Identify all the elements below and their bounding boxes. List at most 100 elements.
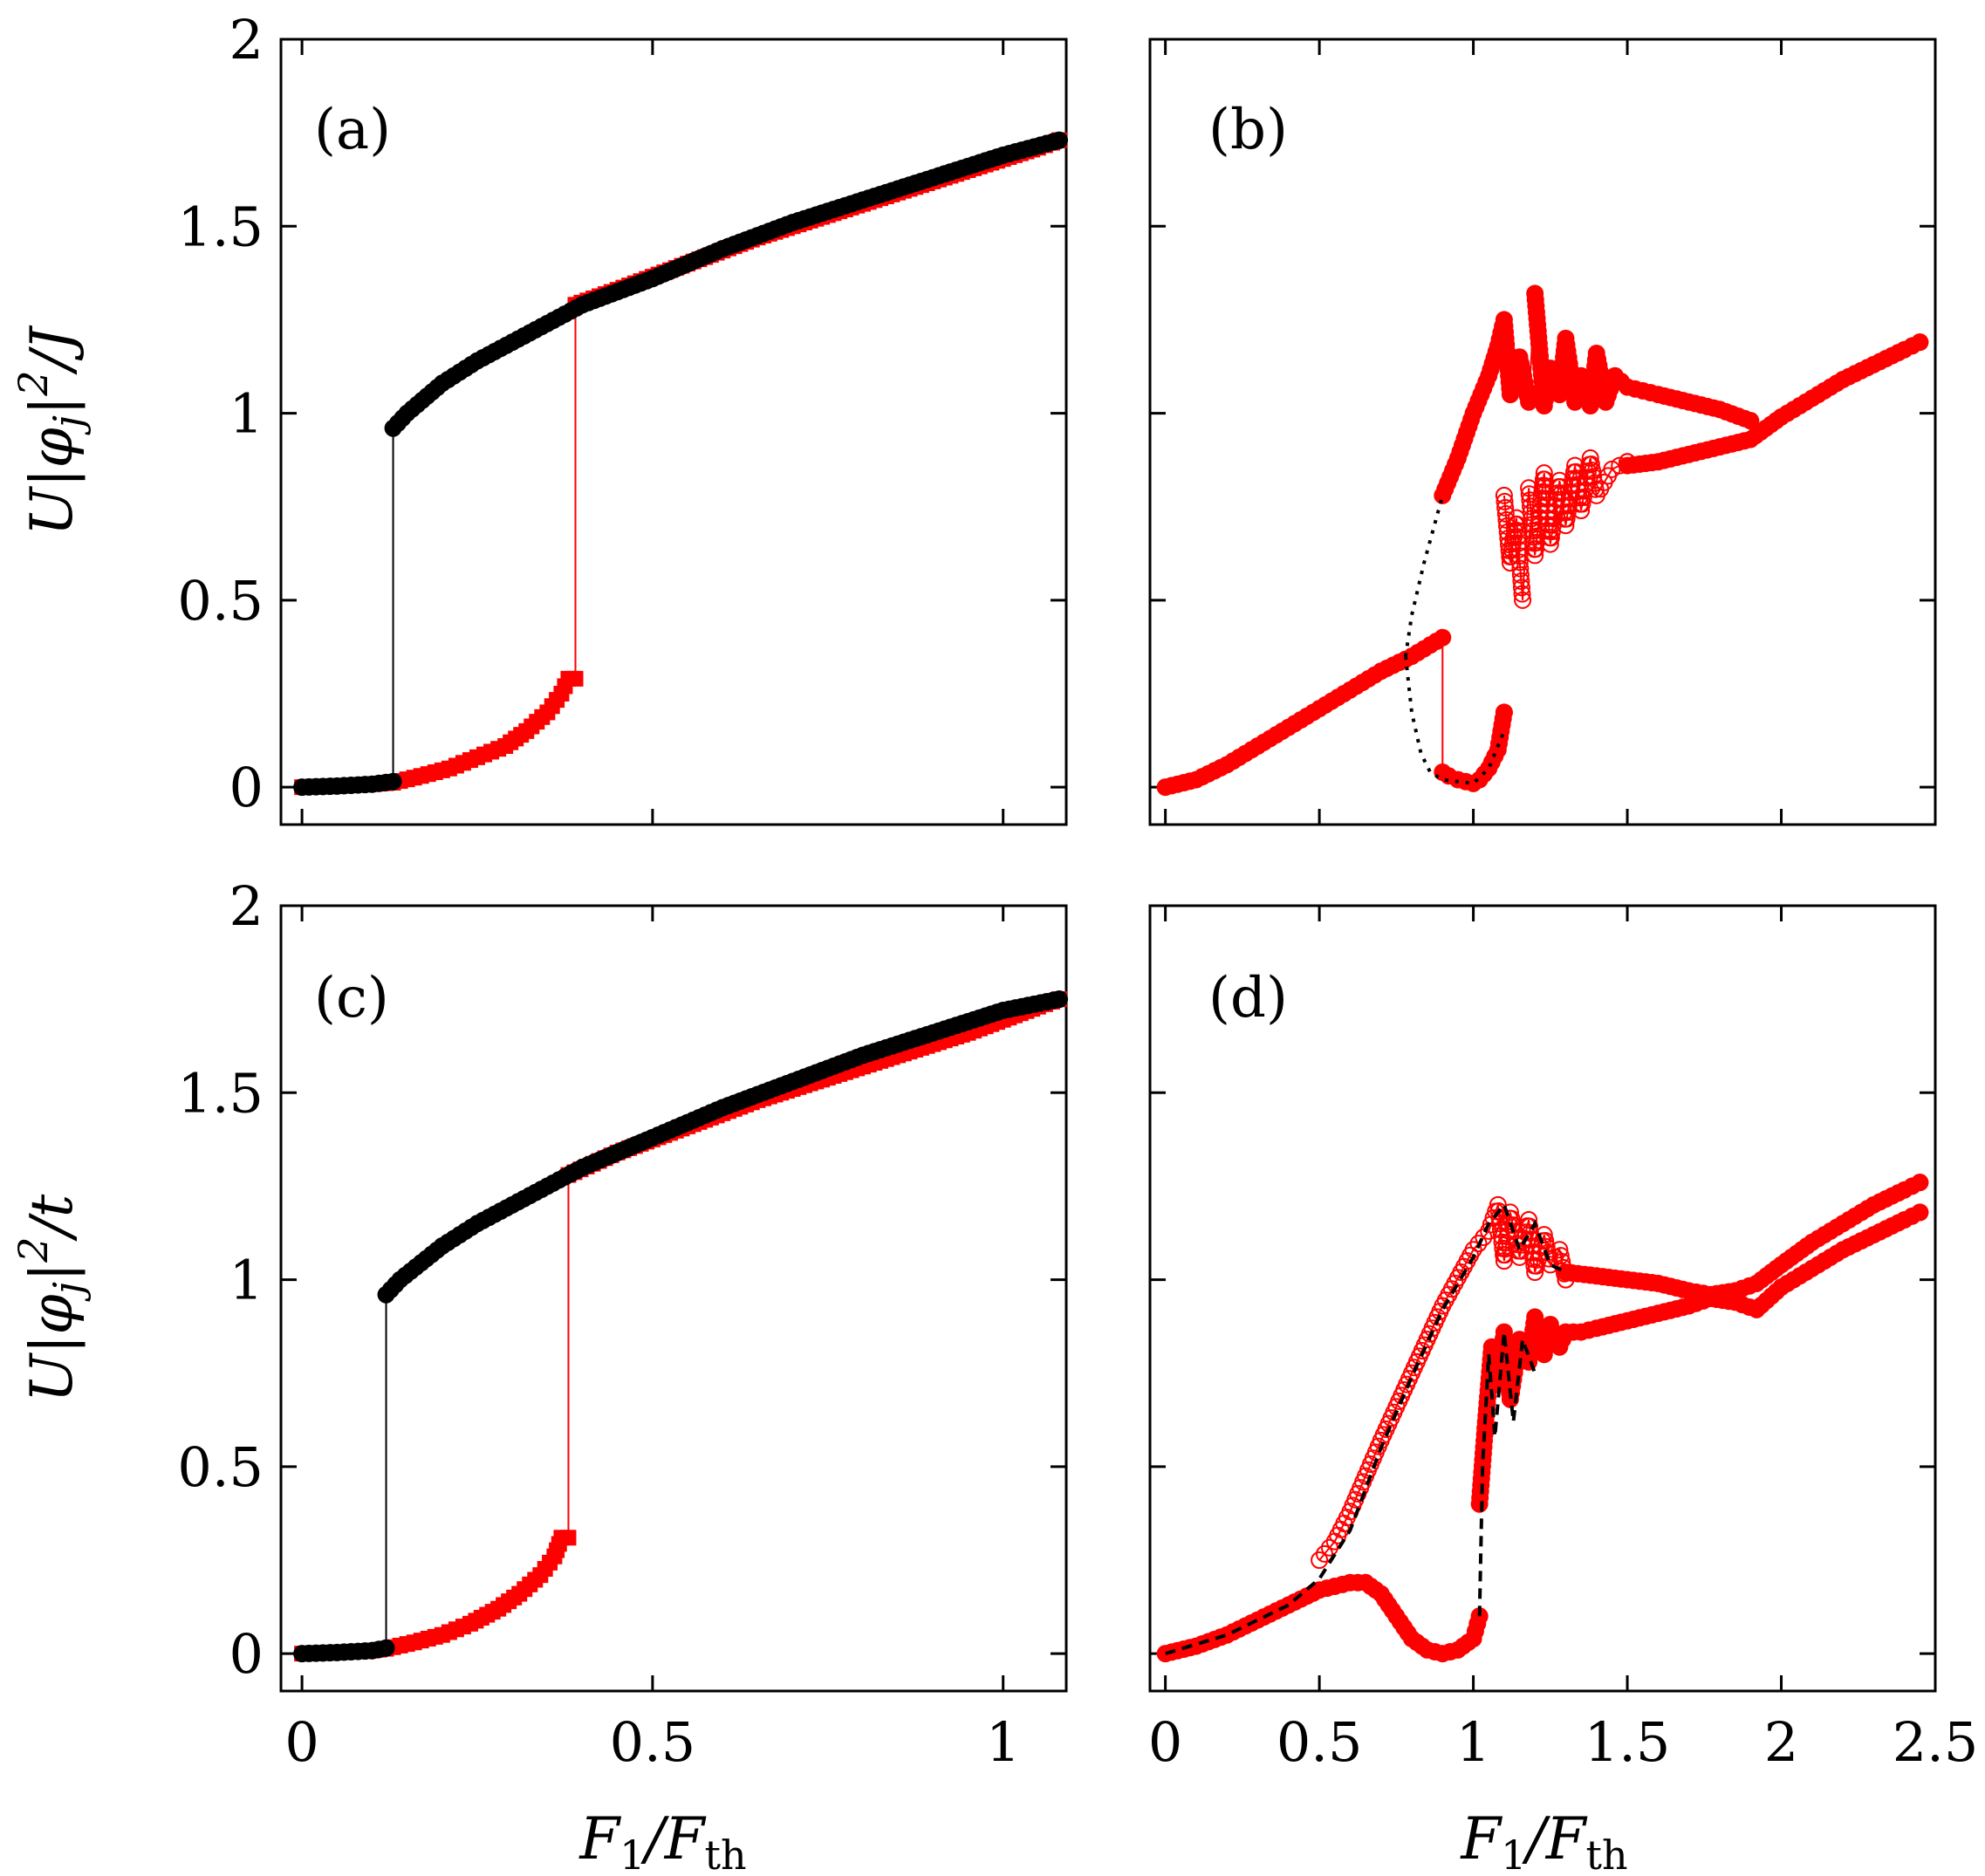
- data-point: [1581, 449, 1599, 467]
- y-axis-label-bottom: U|φj|2/t: [10, 1194, 92, 1402]
- x-tick-label: 1.5: [1585, 1710, 1671, 1774]
- data-point: [1537, 1232, 1555, 1250]
- data-point: [1521, 491, 1539, 510]
- data-point: [1535, 464, 1553, 483]
- series-line: [1165, 1201, 1567, 1656]
- data-point: [1316, 1544, 1333, 1563]
- data-point: [1526, 1263, 1544, 1281]
- x-tick-label: 0: [1148, 1710, 1182, 1774]
- data-point: [1573, 495, 1591, 513]
- data-point: [1495, 486, 1513, 504]
- data-point: [1496, 492, 1514, 510]
- data-point: [377, 1639, 395, 1657]
- data-point: [560, 1530, 577, 1546]
- y-tick-label: 0: [229, 756, 264, 819]
- panel-c: (c): [279, 904, 1068, 1693]
- x-tick-label: 1: [1456, 1710, 1490, 1774]
- data-point: [1541, 535, 1559, 553]
- y-tick-label: 0.5: [177, 1435, 264, 1499]
- y-tick-label: 2: [229, 874, 264, 938]
- panel-b: (b): [1148, 38, 1937, 826]
- data-point: [1496, 498, 1515, 517]
- data-point: [567, 670, 584, 687]
- data-point: [1551, 1247, 1570, 1265]
- y-tick-label: 0: [229, 1622, 264, 1686]
- data-point: [1513, 585, 1531, 603]
- data-point: [1551, 478, 1570, 496]
- panel-label: (a): [314, 98, 391, 162]
- x-tick-label: 2.5: [1893, 1710, 1979, 1774]
- data-point: [1542, 529, 1560, 547]
- series-line: [302, 998, 1060, 1655]
- x-tick-label: 2: [1764, 1710, 1798, 1774]
- data-point: [1574, 489, 1592, 506]
- panel-marks: 0 0.5 1 1.5 2: [177, 8, 1068, 825]
- data-point: [1496, 504, 1515, 523]
- series-line: [1403, 655, 1506, 785]
- data-point: [1311, 1551, 1329, 1569]
- x-tick-label: 0.5: [1277, 1710, 1363, 1774]
- data-point: [1514, 591, 1532, 609]
- data-point: [1911, 1203, 1929, 1222]
- data-point: [1526, 546, 1544, 565]
- data-point: [1911, 1174, 1929, 1192]
- data-point: [1497, 510, 1516, 529]
- data-point: [1557, 517, 1575, 535]
- series-line: [302, 139, 1060, 789]
- data-point: [1535, 1226, 1553, 1244]
- data-point: [1557, 510, 1576, 528]
- data-point: [1050, 131, 1068, 149]
- data-point: [1550, 471, 1569, 490]
- y-tick-label: 0.5: [177, 569, 264, 633]
- panel-marks: 0 0.5 1 1.5 2 0 0.5 1: [177, 874, 1068, 1774]
- data-point: [1434, 628, 1452, 647]
- data-point: [1501, 1203, 1519, 1222]
- data-point: [1511, 565, 1530, 584]
- panel-a: (a): [279, 38, 1068, 826]
- y-axis-label-top: U|φj|2/J: [10, 325, 92, 536]
- data-point: [1050, 990, 1068, 1009]
- data-point: [1742, 412, 1760, 430]
- data-point: [1550, 1241, 1569, 1259]
- plot-frame: [1148, 904, 1937, 1693]
- data-point: [1475, 1229, 1493, 1246]
- data-point: [1512, 579, 1530, 597]
- data-point: [1521, 1224, 1539, 1242]
- data-point: [1911, 333, 1929, 352]
- y-tick-label: 1.5: [177, 195, 264, 258]
- data-point: [1511, 559, 1530, 578]
- data-point: [1528, 527, 1546, 545]
- data-point: [1520, 393, 1538, 411]
- plot-frame: [1148, 38, 1937, 826]
- y-tick-label: 1.5: [177, 1061, 264, 1125]
- plot-frame: [279, 904, 1068, 1693]
- data-point: [1584, 462, 1602, 480]
- data-point: [384, 772, 402, 791]
- panel-label: (d): [1208, 966, 1288, 1030]
- panel-marks: [1150, 38, 1937, 825]
- data-point: [1469, 1235, 1488, 1253]
- data-point: [1510, 553, 1529, 572]
- data-point: [1585, 474, 1604, 492]
- data-point: [1567, 462, 1585, 481]
- data-point: [1586, 480, 1605, 498]
- panel-marks: 0 0.5 1 1.5 2 2.5: [1148, 904, 1979, 1774]
- data-point: [1582, 455, 1600, 474]
- plot-frame: [279, 38, 1068, 826]
- x-axis-label-left: F1/Fth: [578, 1805, 746, 1876]
- data-point: [1520, 485, 1538, 503]
- x-tick-label: 0.5: [610, 1710, 696, 1774]
- series-line: [302, 139, 1060, 789]
- y-tick-label: 1: [229, 382, 264, 446]
- data-point: [1495, 703, 1513, 722]
- x-tick-label: 0: [284, 1710, 318, 1774]
- x-axis-label-right: F1/Fth: [1460, 1805, 1627, 1876]
- data-point: [1512, 1242, 1530, 1260]
- data-point: [1320, 1538, 1338, 1557]
- panel-d: (d): [1148, 904, 1937, 1693]
- chart-marks: 0 0.5 1 1.5 2 0 0.5 1 1.5 2 0 0.5 1 0 0.5 1 1.5 2 2.5: [177, 8, 1978, 1774]
- x-tick-label: 1: [986, 1710, 1020, 1774]
- data-point: [1520, 479, 1538, 497]
- series-line: [302, 998, 1060, 1655]
